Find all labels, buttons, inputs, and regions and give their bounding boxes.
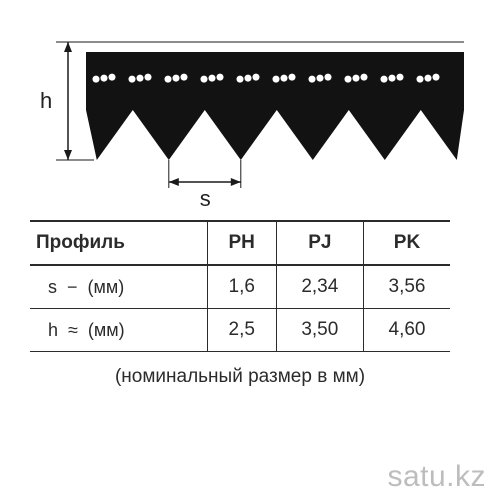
table-row: s − (мм)1,62,343,56	[30, 265, 450, 309]
cell-value: 2,34	[276, 265, 363, 309]
col-header-ph: PH	[207, 221, 276, 265]
svg-text:s: s	[200, 186, 211, 210]
belt-profile-diagram: hs	[38, 20, 480, 210]
watermark-text: satu.kz	[387, 460, 486, 494]
spec-table: Профиль PH PJ PK s − (мм)1,62,343,56h ≈ …	[30, 220, 450, 352]
cell-value: 3,56	[364, 265, 451, 309]
table-header-row: Профиль PH PJ PK	[30, 221, 450, 265]
cell-value: 3,50	[276, 309, 363, 352]
svg-text:h: h	[40, 88, 52, 113]
col-header-pj: PJ	[276, 221, 363, 265]
cell-value: 2,5	[207, 309, 276, 352]
col-header-profile: Профиль	[30, 221, 207, 265]
page-container: hs Профиль PH PJ PK s − (мм)1,62,343,56h…	[0, 0, 500, 500]
footnote-text: (номинальный размер в мм)	[20, 366, 460, 388]
belt-profile-svg: hs	[38, 20, 468, 210]
cell-value: 4,60	[364, 309, 451, 352]
table-row: h ≈ (мм)2,53,504,60	[30, 309, 450, 352]
cell-value: 1,6	[207, 265, 276, 309]
row-label: h ≈ (мм)	[30, 309, 207, 352]
col-header-pk: PK	[364, 221, 451, 265]
row-label: s − (мм)	[30, 265, 207, 309]
